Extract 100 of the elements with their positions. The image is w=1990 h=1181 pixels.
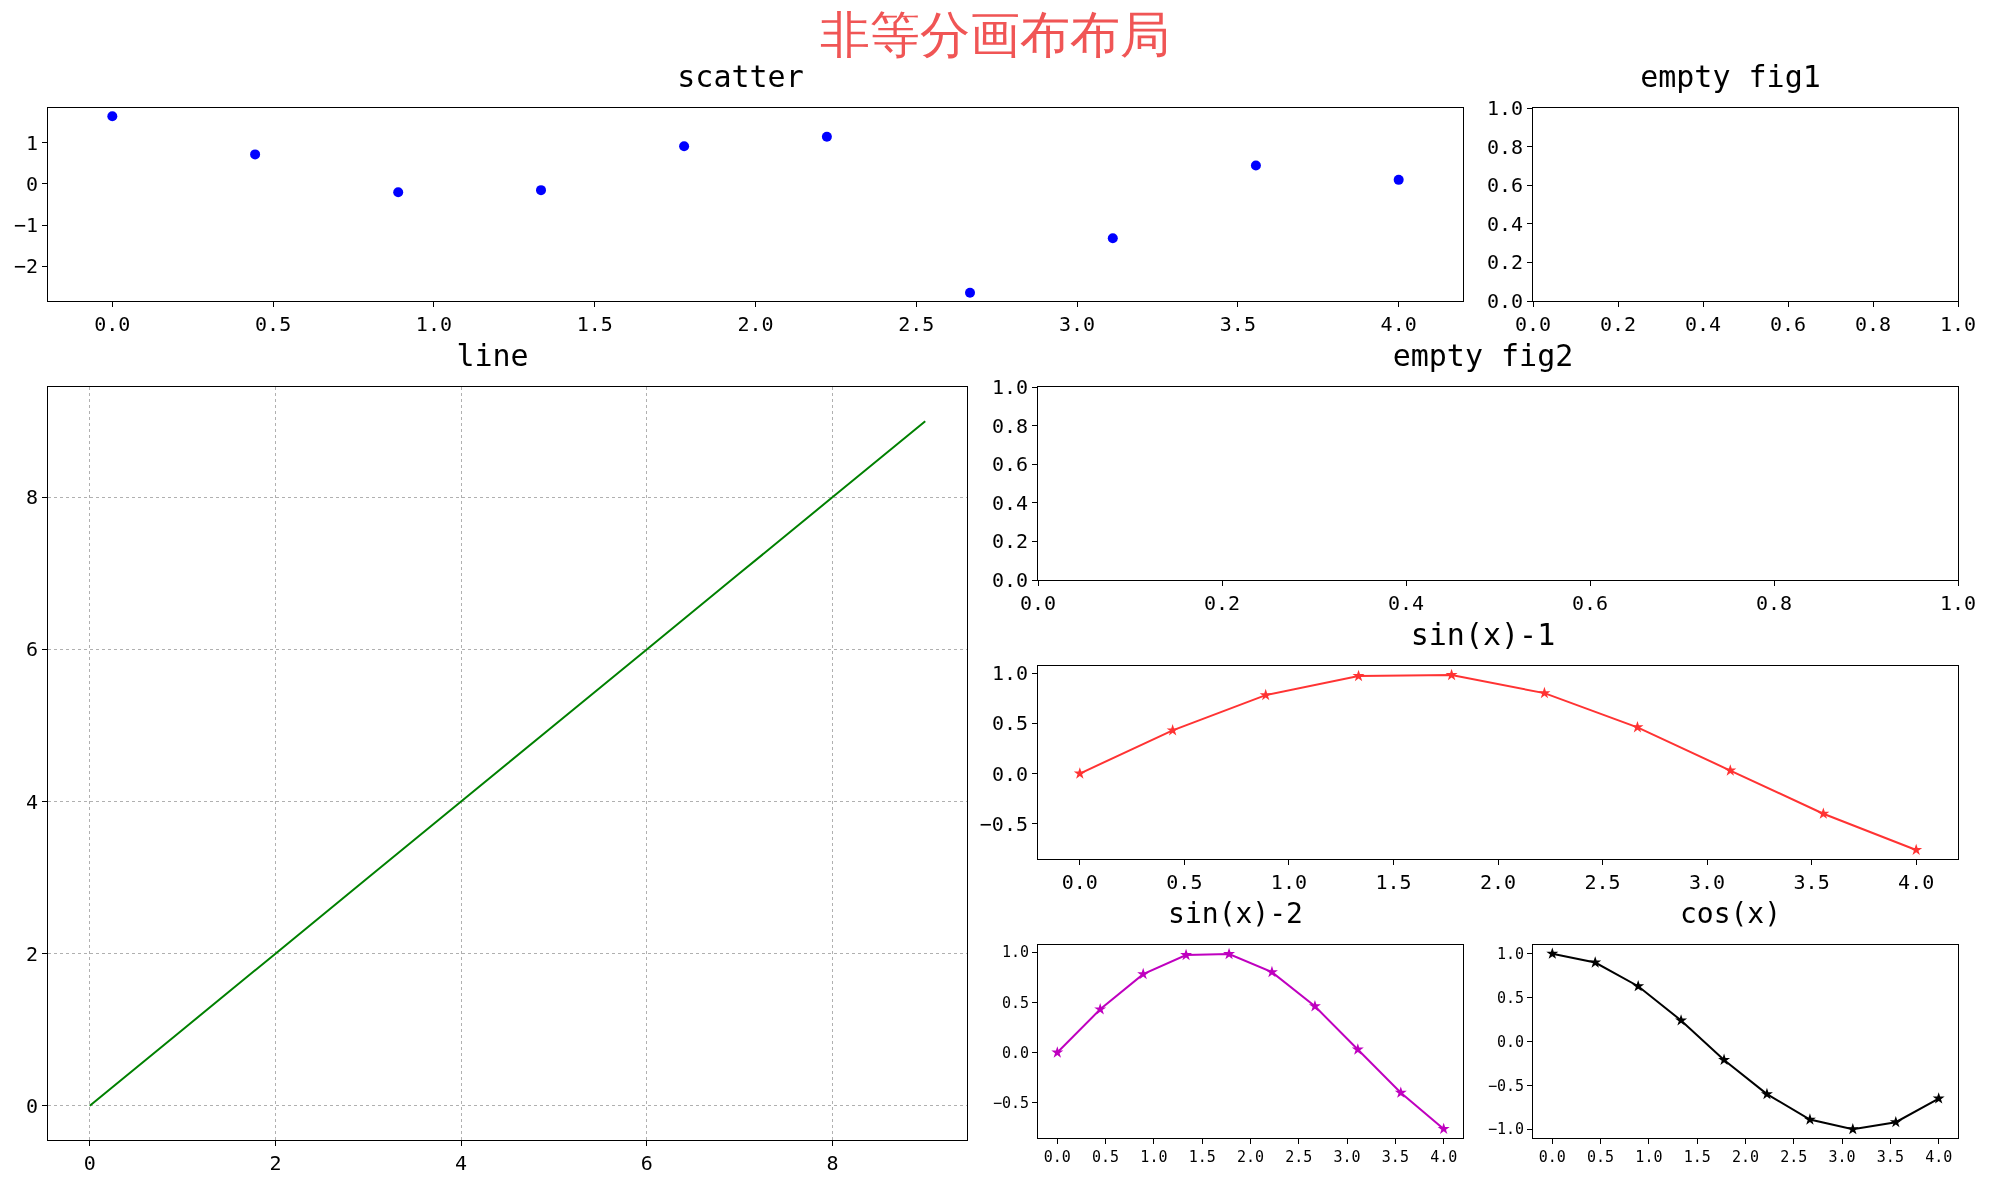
x-tick-label: 3.5 [1793,870,1830,894]
x-tick-label: 4 [455,1151,468,1175]
y-tick-label: −1 [13,213,38,238]
x-tick-label: 3.5 [1381,1148,1409,1166]
y-tick-label: 0.0 [1486,289,1523,313]
x-tick-label: 3.0 [1828,1148,1856,1166]
chart-title: sin(x)-2 [1168,896,1303,930]
point [536,185,546,196]
chart-title: cos(x) [1679,896,1782,930]
point [1889,1115,1902,1128]
point [107,111,118,122]
point [1718,1053,1731,1066]
y-tick-label: 6 [25,637,38,662]
x-tick-label: 3.5 [1219,312,1256,336]
point [250,149,261,160]
point [1180,948,1193,961]
point [679,141,690,152]
point [1051,1046,1064,1058]
point [1632,979,1645,992]
point [1094,1003,1107,1015]
y-tick-label: 1.0 [1486,96,1523,120]
chart-title: empty fig2 [1392,338,1574,373]
chart-title: line [456,338,529,373]
point [1166,724,1179,736]
y-tick-label: 0.0 [1496,1032,1524,1051]
x-tick-label: 6 [640,1151,653,1175]
x-tick-label: 3.0 [1059,312,1096,336]
x-tick-label: 4.0 [1925,1148,1953,1166]
y-tick-label: 0.8 [991,413,1028,438]
point [1445,668,1458,681]
x-tick-label: 2.0 [737,312,774,336]
point [1910,843,1923,856]
y-tick-label: 0.5 [991,711,1028,736]
y-tick-label: 0.0 [991,568,1028,592]
y-tick-label: 1.0 [1001,943,1029,962]
x-tick-label: 1.0 [1939,312,1977,336]
y-tick-label: 0.0 [991,761,1028,786]
point [1351,1043,1364,1055]
point [1308,1000,1321,1012]
x-tick-label: 3.0 [1689,870,1726,894]
x-tick-label: 1.0 [1635,1148,1663,1166]
x-tick-label: 1.5 [1683,1148,1711,1166]
y-tick-label: −2 [13,254,38,279]
x-tick-label: 1.5 [1188,1148,1216,1166]
y-tick-label: 4 [25,789,38,814]
point [1546,947,1559,959]
point [1250,160,1261,171]
x-tick-label: 2.0 [1236,1148,1265,1166]
y-tick-label: 0.2 [1486,250,1523,275]
x-tick-label: 4.0 [1898,870,1935,894]
chart-title: scatter [677,59,804,94]
x-tick-label: 2.5 [1285,1148,1313,1166]
point [1394,1086,1407,1098]
x-tick-label: 0.2 [1599,312,1637,336]
x-tick-label: 2.5 [1584,870,1621,894]
point [1724,764,1737,776]
point [1137,967,1150,980]
y-tick-label: −1.0 [1487,1120,1524,1139]
y-tick-label: 0.2 [991,529,1028,554]
x-tick-label: 2 [269,1151,282,1175]
point [1073,767,1086,779]
y-tick-label: 0 [25,171,38,196]
x-tick-label: 4.0 [1430,1148,1458,1166]
y-tick-label: −0.5 [1487,1076,1524,1095]
chart-title: sin(x)-1 [1410,617,1556,652]
x-tick-label: 4.0 [1380,312,1417,336]
x-tick-label: 1.0 [1270,870,1307,894]
x-tick-label: 2.0 [1731,1148,1760,1166]
point [1393,174,1404,185]
point [1817,807,1830,819]
x-tick-label: 0.8 [1854,312,1892,336]
point [1538,686,1551,699]
y-tick-label: 0.4 [1486,211,1523,236]
y-tick-label: 0.4 [991,490,1028,515]
line-series [88,420,927,1107]
point [1352,669,1365,682]
x-tick-label: 0.6 [1769,312,1807,336]
x-tick-label: 0.8 [1755,591,1793,615]
y-tick-label: 1.0 [991,375,1028,399]
x-tick-label: 0.6 [1571,591,1609,615]
x-tick-label: 8 [826,1151,839,1175]
x-tick-label: 0.2 [1203,591,1241,615]
point [1223,947,1236,960]
x-tick-label: 0 [83,1151,96,1175]
y-tick-label: 0.6 [1486,173,1523,198]
y-tick-label: 0.5 [1496,988,1524,1007]
x-tick-label: 0.0 [1061,870,1098,894]
y-tick-label: 1.0 [1496,945,1524,964]
x-tick-label: 0.0 [1538,1148,1566,1166]
y-tick-label: 8 [25,485,38,510]
y-tick-label: 0.6 [991,452,1028,477]
x-tick-label: 0.0 [1019,591,1057,615]
text: 非等分画布布局 [820,6,1170,64]
x-tick-label: 0.0 [1043,1148,1071,1166]
x-tick-label: 1.0 [1939,591,1977,615]
y-tick-label: 1 [25,130,38,155]
point [965,287,975,298]
point [1107,233,1118,244]
y-tick-label: 0 [25,1093,38,1118]
y-tick-label: 0.8 [1486,134,1523,159]
